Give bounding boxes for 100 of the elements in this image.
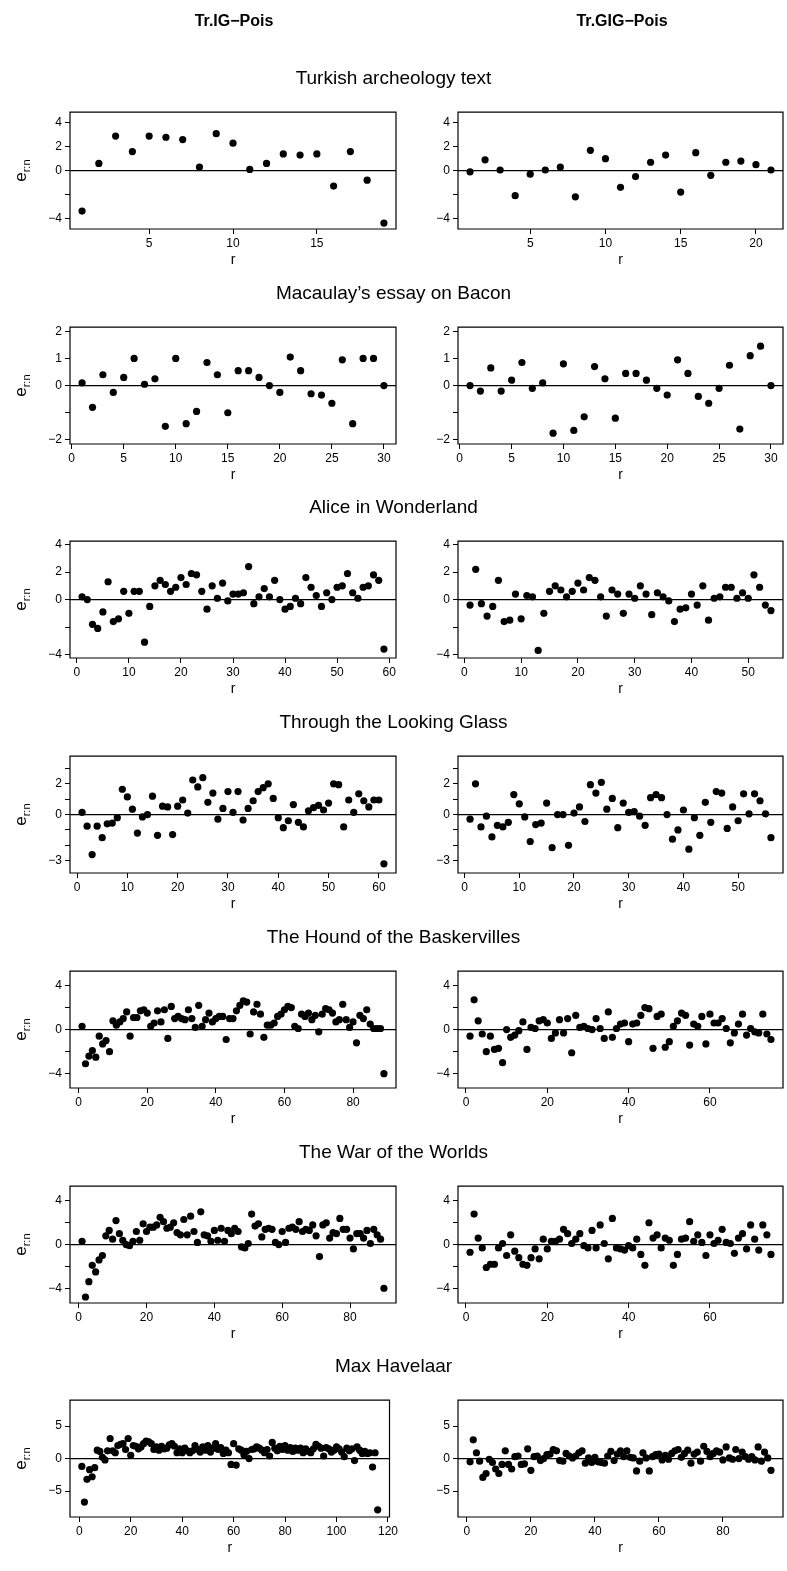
x-tick-label: 20 [139, 1309, 154, 1324]
x-axis-title: r [618, 680, 624, 697]
x-tick-label: 60 [382, 664, 397, 679]
y-tick-label: 2 [55, 564, 63, 579]
y-tick-label: −3 [48, 853, 63, 868]
y-axis-title: er:n [11, 159, 32, 182]
x-tick-label: 60 [226, 1523, 241, 1538]
y-tick-label: 4 [55, 1192, 63, 1207]
y-tick-label: −4 [48, 1065, 63, 1080]
y-tick-label: 2 [443, 776, 451, 791]
x-tick-label: 25 [712, 450, 727, 465]
x-tick-label: 60 [703, 1094, 717, 1109]
x-tick-label: 10 [120, 879, 135, 894]
y-tick-label: 0 [443, 1021, 451, 1036]
x-tick-label: 10 [556, 450, 571, 465]
x-tick-label: 20 [660, 450, 675, 465]
y-tick-label: 0 [55, 1236, 63, 1251]
x-tick-label: 80 [716, 1523, 730, 1538]
y-axis-title: er:n [11, 1232, 32, 1256]
y-tick-label: 2 [443, 139, 451, 154]
x-axis-title: r [618, 895, 624, 912]
y-tick-label: 0 [443, 377, 451, 392]
y-tick-label: 0 [55, 377, 63, 392]
y-tick-label: −2 [48, 431, 63, 446]
x-axis-title: r [618, 1324, 624, 1341]
x-tick-label: 0 [461, 879, 469, 894]
y-axis-title: er:n [11, 1018, 32, 1041]
x-tick-label: 10 [512, 879, 527, 894]
x-tick-label: 5 [508, 450, 516, 465]
x-tick-label: 30 [628, 664, 642, 679]
y-tick-label: 0 [55, 592, 63, 607]
x-tick-label: 15 [674, 235, 688, 250]
y-tick-label: 0 [443, 592, 451, 607]
chart-title: Max Havelaar [333, 1355, 454, 1378]
x-tick-label: 50 [741, 664, 756, 679]
x-tick-label: 0 [75, 1309, 83, 1324]
y-axis-title: er:n [11, 588, 32, 612]
x-tick-label: 0 [456, 450, 464, 465]
x-tick-label: 60 [372, 879, 386, 894]
x-tick-label: 20 [524, 1523, 538, 1538]
x-tick-label: 20 [540, 1094, 555, 1109]
chart-title: Macaulay’s essay on Bacon [274, 281, 513, 304]
x-axis-title: r [230, 680, 236, 697]
x-tick-label: 25 [325, 450, 339, 465]
x-axis-title: r [618, 1539, 624, 1556]
x-tick-label: 20 [174, 664, 188, 679]
y-tick-label: −4 [436, 647, 451, 662]
x-tick-label: 100 [326, 1523, 347, 1538]
x-axis-title: r [227, 1539, 233, 1556]
x-tick-label: 20 [567, 879, 581, 894]
x-tick-label: 0 [73, 664, 81, 679]
y-tick-label: 0 [443, 807, 451, 822]
x-tick-label: 0 [461, 664, 469, 679]
x-tick-label: 30 [622, 879, 636, 894]
chart-title: Through the Looking Glass [278, 711, 509, 734]
x-tick-label: 40 [207, 1309, 222, 1324]
x-tick-label: 60 [275, 1309, 290, 1324]
y-tick-label: 0 [443, 1236, 451, 1251]
y-tick-label: −4 [48, 210, 63, 225]
x-tick-label: 20 [140, 1094, 155, 1109]
x-axis-title: r [230, 895, 236, 912]
y-tick-label: 5 [55, 1418, 63, 1433]
x-tick-label: 5 [145, 235, 153, 250]
x-tick-label: 5 [526, 235, 534, 250]
y-axis-title: er:n [11, 1447, 32, 1470]
x-tick-label: 10 [226, 235, 240, 250]
chart-subtitle: Tr.IG−Pois [193, 12, 275, 30]
y-tick-label: 4 [55, 977, 63, 992]
x-tick-label: 40 [175, 1523, 190, 1538]
y-tick-label: 2 [443, 564, 451, 579]
x-tick-label: 0 [462, 1309, 470, 1324]
y-tick-label: 0 [55, 807, 63, 822]
x-tick-label: 50 [330, 664, 345, 679]
y-tick-label: −4 [48, 647, 63, 662]
y-tick-label: −2 [436, 431, 451, 446]
y-tick-label: 4 [55, 537, 63, 552]
x-tick-label: 50 [731, 879, 746, 894]
x-tick-label: 20 [273, 450, 287, 465]
x-axis-title: r [230, 466, 236, 483]
x-axis-title: r [618, 1110, 624, 1127]
y-tick-label: 0 [55, 1451, 63, 1466]
x-tick-label: 20 [749, 235, 763, 250]
x-tick-label: 40 [588, 1523, 602, 1538]
y-tick-label: 4 [55, 115, 63, 130]
x-tick-label: 80 [346, 1094, 361, 1109]
x-tick-label: 10 [598, 235, 613, 250]
x-tick-label: 50 [321, 879, 336, 894]
x-tick-label: 10 [122, 664, 136, 679]
x-tick-label: 5 [120, 450, 128, 465]
x-tick-label: 40 [621, 1309, 636, 1324]
x-tick-label: 120 [377, 1523, 399, 1538]
x-tick-label: 40 [209, 1094, 223, 1109]
x-tick-label: 80 [343, 1309, 357, 1324]
y-tick-label: 2 [55, 776, 63, 791]
x-axis-title: r [618, 251, 624, 268]
x-tick-label: 30 [377, 450, 391, 465]
x-tick-label: 15 [608, 450, 623, 465]
x-tick-label: 15 [310, 235, 324, 250]
y-tick-label: 4 [443, 537, 451, 552]
x-axis-title: r [230, 1324, 236, 1341]
